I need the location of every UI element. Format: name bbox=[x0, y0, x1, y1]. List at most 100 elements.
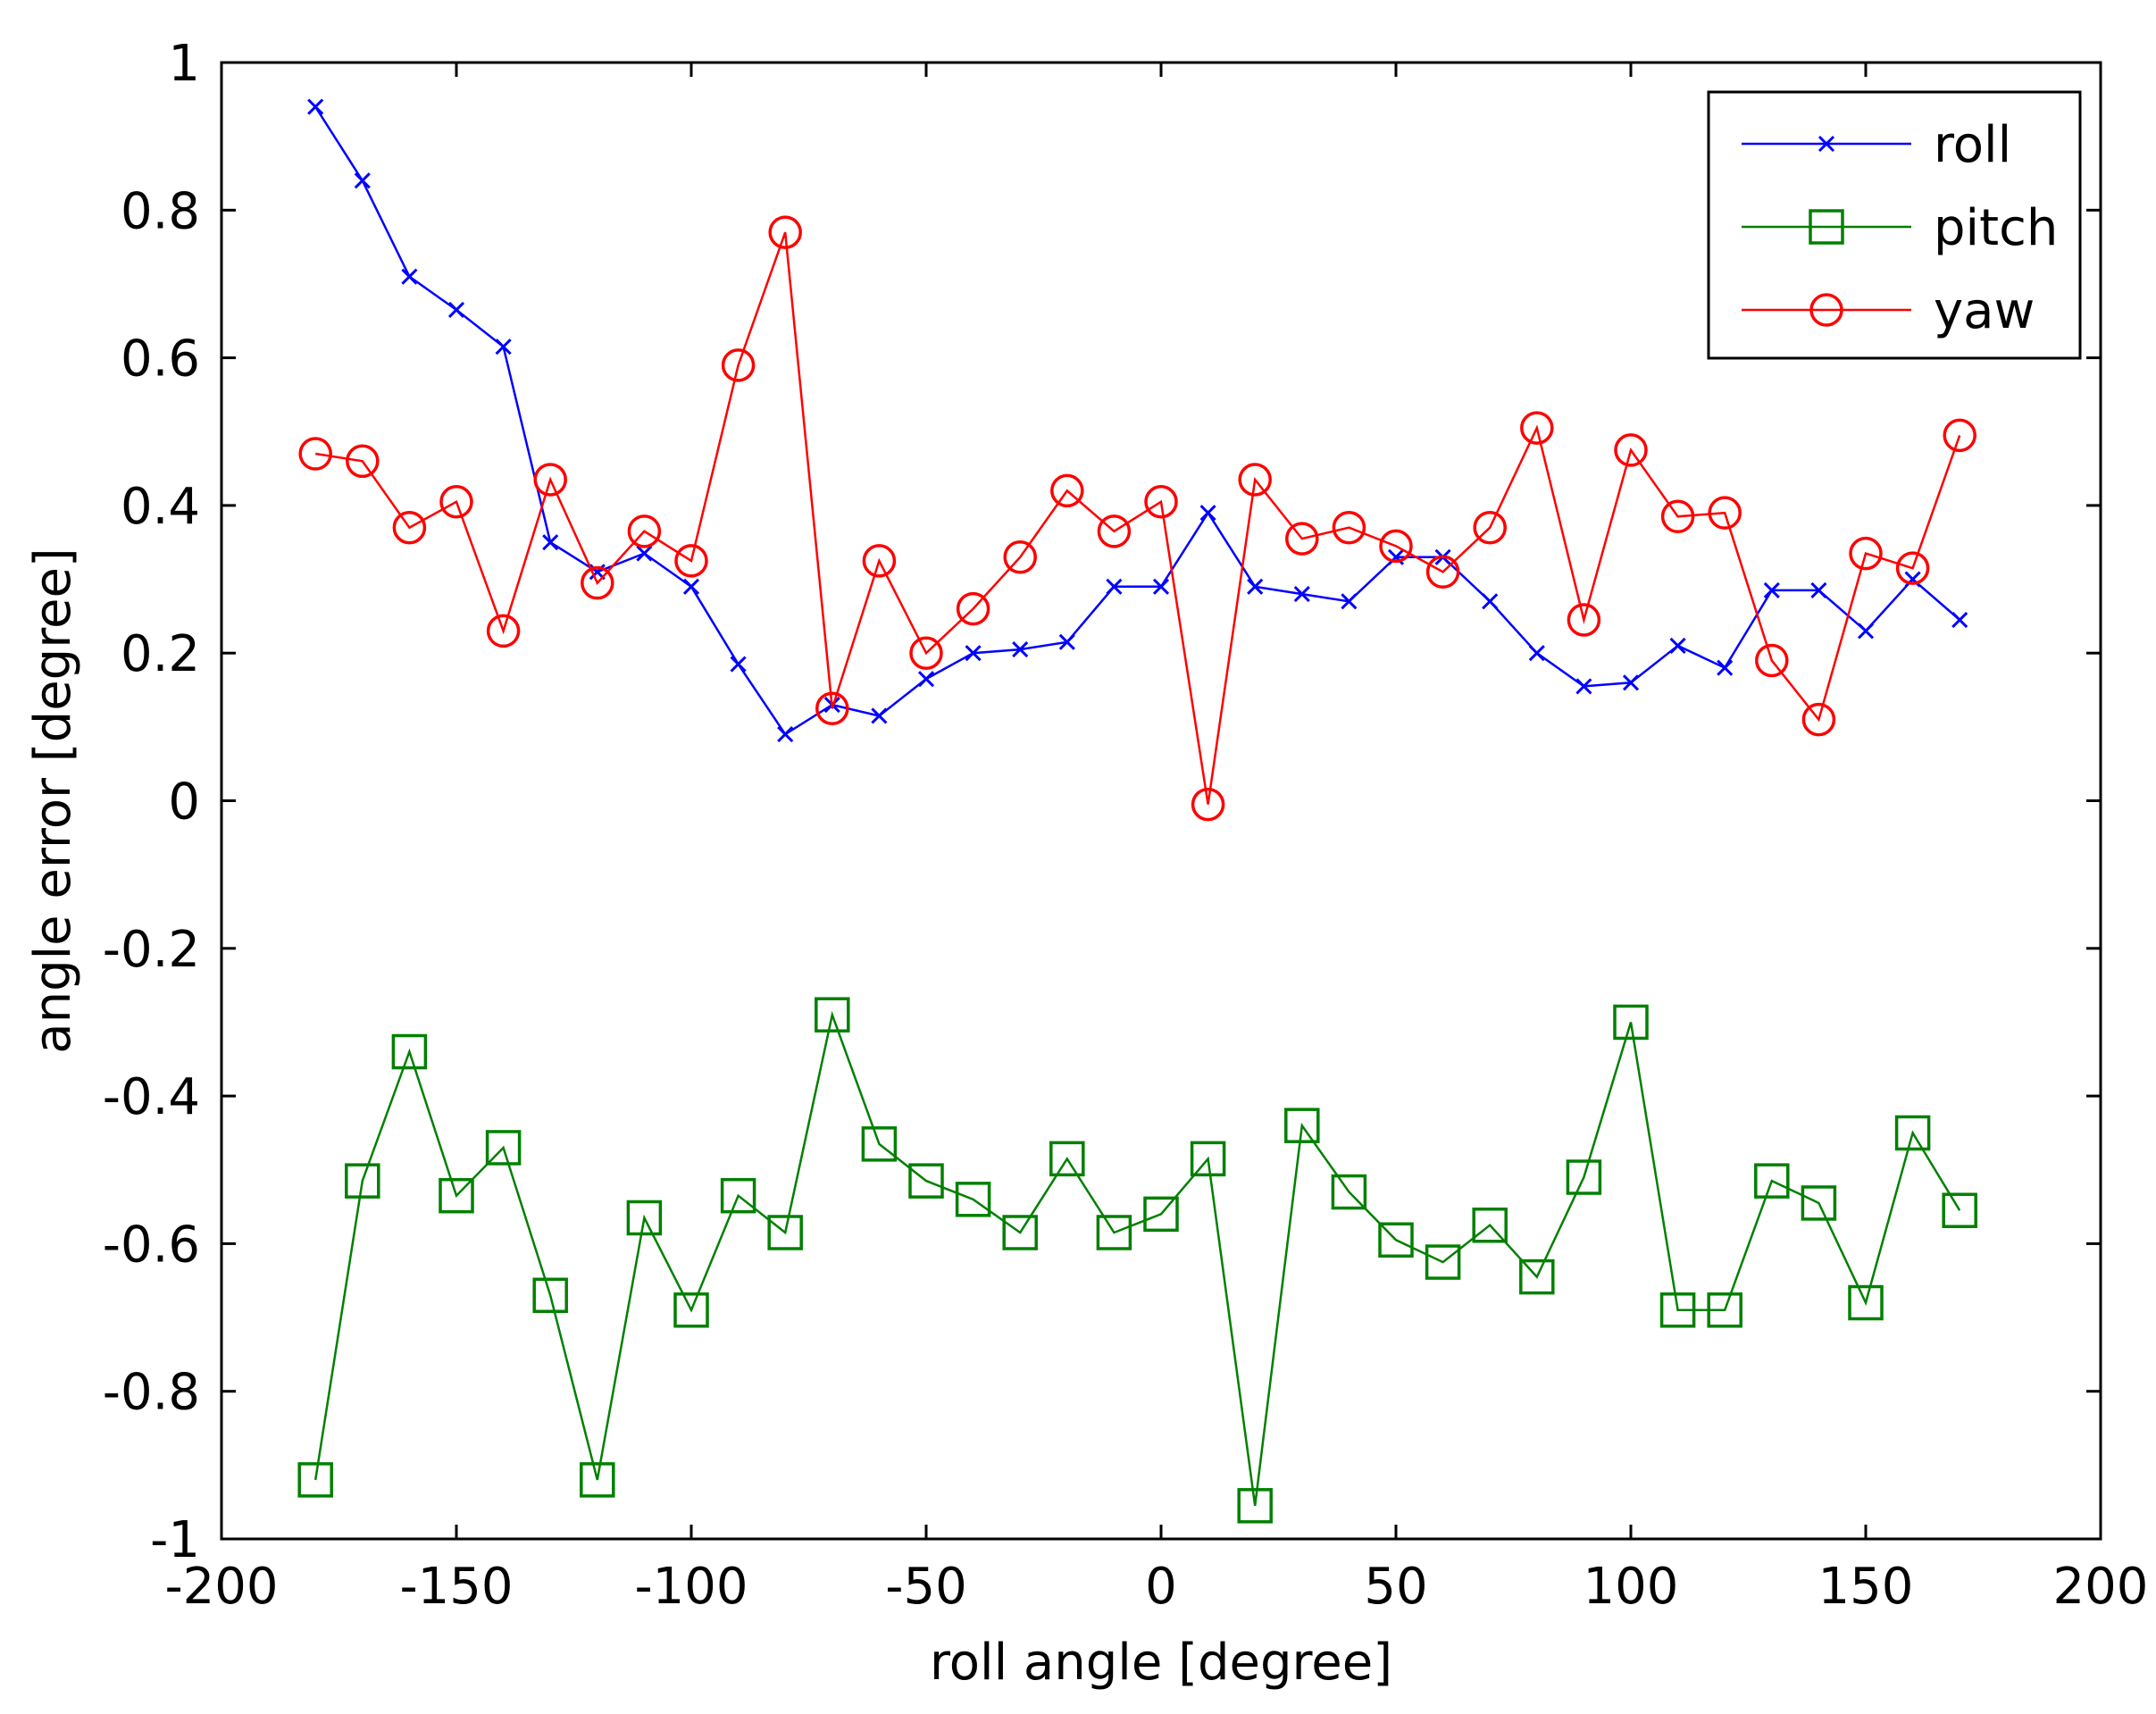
legend-entry-yaw: yaw bbox=[1742, 282, 2035, 340]
y-tick-label: -0.6 bbox=[103, 1216, 200, 1274]
yaw-point bbox=[1144, 485, 1178, 519]
yaw-point bbox=[862, 544, 897, 578]
pitch-point bbox=[1378, 1222, 1414, 1258]
x-axis-label: roll angle [degree] bbox=[930, 1634, 1392, 1692]
roll-point bbox=[1152, 578, 1170, 595]
pitch-point bbox=[532, 1277, 568, 1314]
yaw-point bbox=[909, 636, 943, 670]
roll-point bbox=[1012, 641, 1029, 658]
legend-label: roll bbox=[1934, 116, 2011, 174]
yaw-point bbox=[1614, 433, 1648, 467]
y-tick-label: 0.4 bbox=[121, 478, 200, 536]
legend-entry-roll: roll bbox=[1742, 116, 2011, 174]
x-tick-label: 150 bbox=[1818, 1558, 1914, 1616]
yaw-point bbox=[1755, 643, 1789, 678]
roll-point bbox=[1622, 674, 1640, 691]
roll-point bbox=[1106, 578, 1123, 595]
legend-swatch-marker bbox=[1818, 135, 1835, 153]
yaw-point bbox=[1660, 499, 1695, 534]
pitch-point bbox=[1894, 1115, 1931, 1151]
pitch-point bbox=[1331, 1174, 1367, 1210]
y-tick-label: -0.2 bbox=[103, 921, 200, 979]
pitch-point bbox=[485, 1130, 522, 1166]
yaw-point bbox=[1332, 510, 1366, 545]
roll-point bbox=[965, 645, 982, 662]
yaw-point bbox=[533, 463, 567, 497]
legend-entry-pitch: pitch bbox=[1742, 199, 2058, 257]
pitch-point bbox=[1707, 1292, 1742, 1328]
pitch-point bbox=[345, 1163, 380, 1199]
x-tick-label: 0 bbox=[1145, 1558, 1177, 1616]
pitch-point bbox=[861, 1126, 898, 1162]
legend-swatch-marker bbox=[1809, 293, 1843, 327]
roll-point bbox=[1058, 633, 1075, 650]
roll-point bbox=[401, 268, 418, 285]
legend-label: pitch bbox=[1934, 199, 2058, 257]
roll-point bbox=[1763, 581, 1780, 599]
roll-point bbox=[1951, 611, 1968, 629]
x-tick-label: -150 bbox=[399, 1558, 513, 1616]
pitch-point bbox=[1425, 1244, 1461, 1280]
roll-point bbox=[1717, 659, 1734, 676]
pitch-point bbox=[1801, 1185, 1837, 1221]
yaw-point bbox=[1943, 418, 1976, 453]
roll-point bbox=[495, 339, 512, 355]
roll-point bbox=[682, 578, 700, 595]
pitch-point bbox=[1284, 1108, 1320, 1143]
pitch-point bbox=[439, 1177, 474, 1214]
yaw-point bbox=[1708, 496, 1742, 530]
pitch-point bbox=[297, 1462, 333, 1498]
pitch-point bbox=[955, 1182, 991, 1217]
yaw-point bbox=[1895, 551, 1930, 585]
y-tick-label: 0.8 bbox=[121, 182, 200, 240]
roll-point bbox=[917, 671, 935, 688]
series-pitch bbox=[297, 997, 1977, 1524]
yaw-point bbox=[1520, 411, 1554, 445]
roll-point bbox=[871, 707, 888, 724]
legend-label: yaw bbox=[1934, 282, 2035, 340]
yaw-point bbox=[298, 437, 332, 471]
roll-point bbox=[447, 301, 465, 318]
pitch-point bbox=[720, 1177, 756, 1214]
pitch-point bbox=[815, 997, 850, 1033]
y-tick-label: -1 bbox=[150, 1511, 200, 1569]
pitch-point bbox=[908, 1163, 944, 1199]
roll-point bbox=[1810, 581, 1827, 599]
roll-point bbox=[354, 172, 371, 189]
yaw-point bbox=[1473, 510, 1507, 545]
x-tick-label: -50 bbox=[885, 1558, 966, 1616]
legend-box bbox=[1707, 90, 2082, 360]
pitch-point bbox=[1613, 1004, 1649, 1041]
yaw-point bbox=[1425, 555, 1460, 589]
roll-point bbox=[1341, 593, 1358, 610]
pitch-point bbox=[767, 1215, 803, 1250]
yaw-point bbox=[581, 565, 614, 600]
pitch-point bbox=[1848, 1284, 1884, 1321]
yaw-point bbox=[956, 591, 990, 626]
yaw-point bbox=[1003, 540, 1037, 574]
pitch-point bbox=[1472, 1207, 1508, 1243]
yaw-point bbox=[1238, 463, 1272, 497]
roll-point bbox=[1247, 578, 1264, 595]
roll-point bbox=[1293, 586, 1310, 603]
roll-point bbox=[1669, 637, 1686, 654]
yaw-point bbox=[486, 614, 521, 648]
yaw-point bbox=[1379, 529, 1413, 564]
pitch-point bbox=[1049, 1141, 1085, 1177]
x-tick-label: 50 bbox=[1364, 1558, 1427, 1616]
pitch-point bbox=[1190, 1141, 1226, 1177]
roll-point bbox=[307, 98, 324, 115]
yaw-point bbox=[768, 215, 802, 249]
roll-point bbox=[1575, 678, 1592, 695]
yaw-point bbox=[1191, 787, 1225, 822]
y-tick-label: -0.8 bbox=[103, 1364, 200, 1422]
yaw-point bbox=[721, 348, 756, 382]
y-tick-label: 0.2 bbox=[121, 625, 200, 683]
yaw-point bbox=[392, 510, 427, 545]
yaw-point bbox=[1050, 473, 1084, 508]
roll-point bbox=[730, 656, 747, 673]
yaw-point bbox=[627, 514, 662, 548]
pitch-point bbox=[1096, 1215, 1132, 1250]
yaw-point bbox=[346, 444, 380, 479]
